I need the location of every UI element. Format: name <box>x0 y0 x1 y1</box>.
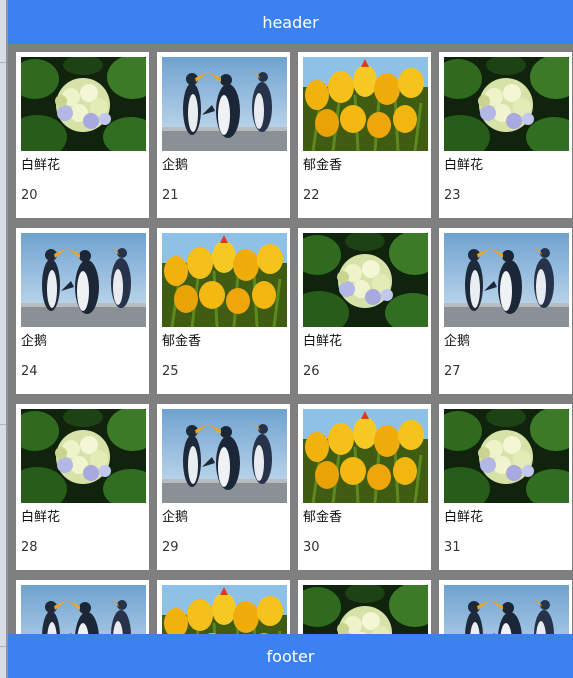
item-name: 企鹅 <box>162 158 189 173</box>
grid-item[interactable]: 郁金香 22 <box>298 52 431 218</box>
item-name: 白鲜花 <box>444 158 484 173</box>
footer-title: footer <box>266 646 315 666</box>
grid-item[interactable]: 白鲜花 28 <box>16 404 149 570</box>
hydrangea-image <box>444 57 569 151</box>
item-number: 30 <box>303 540 320 555</box>
penguins-image <box>444 233 569 327</box>
grid-item[interactable] <box>157 580 290 634</box>
item-name: 郁金香 <box>162 334 202 349</box>
penguins-image <box>21 585 146 634</box>
footer-bar: footer <box>8 634 573 678</box>
grid-item[interactable] <box>439 580 572 634</box>
grid-item[interactable]: 白鲜花 31 <box>439 404 572 570</box>
item-name: 郁金香 <box>303 158 343 173</box>
penguins-image <box>21 233 146 327</box>
item-name: 郁金香 <box>303 510 343 525</box>
header-bar: header <box>8 0 573 44</box>
edge-mark <box>0 646 6 647</box>
grid-item[interactable]: 企鹅 27 <box>439 228 572 394</box>
hydrangea-image <box>21 409 146 503</box>
grid-item[interactable]: 白鲜花 20 <box>16 52 149 218</box>
item-number: 21 <box>162 188 179 203</box>
tulips-image <box>162 233 287 327</box>
item-number: 29 <box>162 540 179 555</box>
grid-item[interactable]: 郁金香 30 <box>298 404 431 570</box>
item-number: 23 <box>444 188 461 203</box>
item-number: 20 <box>21 188 38 203</box>
tulips-image <box>303 57 428 151</box>
header-title: header <box>262 12 319 32</box>
item-name: 白鲜花 <box>444 510 484 525</box>
grid-item[interactable]: 企鹅 21 <box>157 52 290 218</box>
item-number: 27 <box>444 364 461 379</box>
item-name: 企鹅 <box>162 510 189 525</box>
item-name: 白鲜花 <box>21 510 61 525</box>
item-name: 白鲜花 <box>303 334 343 349</box>
item-name: 企鹅 <box>444 334 471 349</box>
item-number: 28 <box>21 540 38 555</box>
grid-item[interactable] <box>16 580 149 634</box>
item-name: 企鹅 <box>21 334 48 349</box>
edge-mark <box>0 62 6 63</box>
grid-item[interactable]: 企鹅 24 <box>16 228 149 394</box>
edge-mark <box>0 424 6 425</box>
penguins-image <box>444 585 569 634</box>
item-name: 白鲜花 <box>21 158 61 173</box>
item-number: 25 <box>162 364 179 379</box>
hydrangea-image <box>303 233 428 327</box>
grid-item[interactable]: 白鲜花 23 <box>439 52 572 218</box>
penguins-image <box>162 409 287 503</box>
left-window-edge <box>0 0 8 678</box>
grid-item[interactable]: 郁金香 25 <box>157 228 290 394</box>
grid-item[interactable]: 白鲜花 26 <box>298 228 431 394</box>
item-number: 31 <box>444 540 461 555</box>
hydrangea-image <box>444 409 569 503</box>
grid-item[interactable]: 企鹅 29 <box>157 404 290 570</box>
item-number: 22 <box>303 188 320 203</box>
grid-item[interactable] <box>298 580 431 634</box>
hydrangea-image <box>303 585 428 634</box>
item-number: 26 <box>303 364 320 379</box>
hydrangea-image <box>21 57 146 151</box>
grid-scroll-area[interactable]: 白鲜花 20 企鹅 21 郁金香 22 白鲜花 23 企鹅 24 郁金香 25 白鲜花 26 企鹅 27 白鲜花… <box>8 44 573 634</box>
penguins-image <box>162 57 287 151</box>
tulips-image <box>162 585 287 634</box>
item-number: 24 <box>21 364 38 379</box>
tulips-image <box>303 409 428 503</box>
